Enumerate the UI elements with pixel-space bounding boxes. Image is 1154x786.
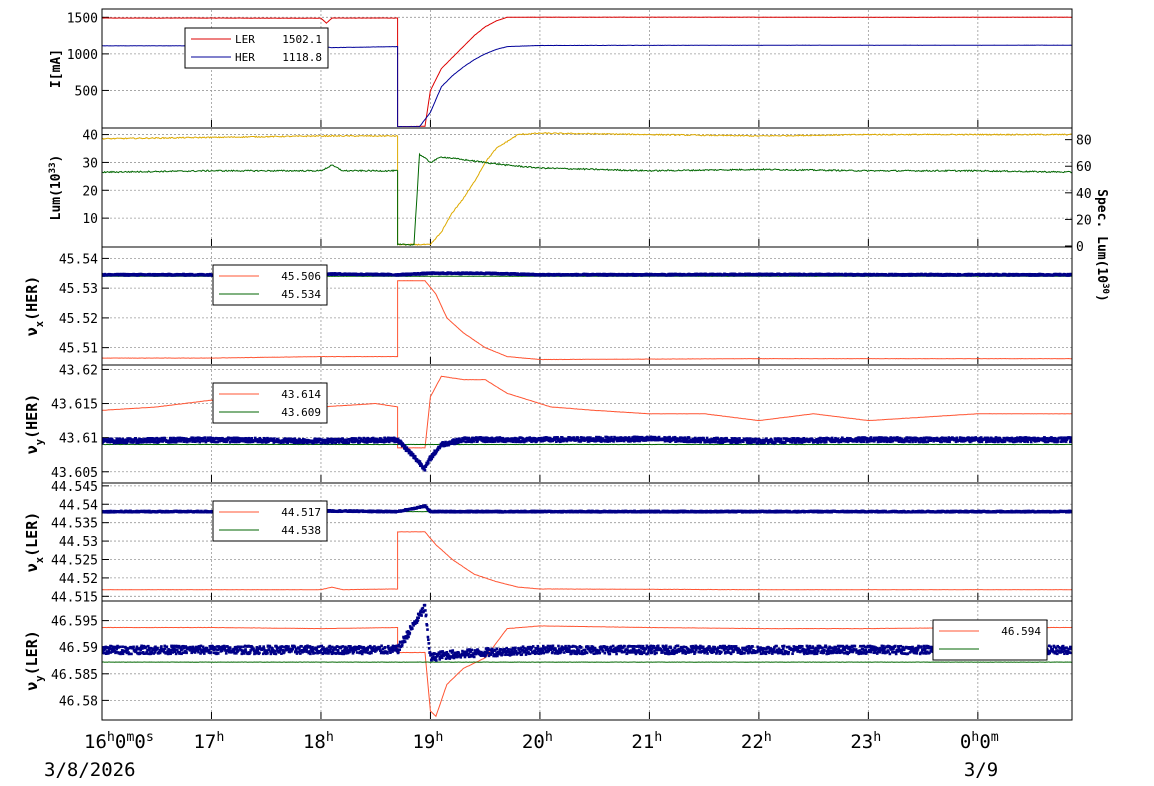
panel-current: 500 1000 1500 LER 1502.1 HER 1118.8 I[mA]: [49, 9, 1072, 128]
series-line: [102, 133, 1072, 246]
y-tick-label: 40: [82, 129, 98, 144]
y2-tick-label: 0: [1076, 240, 1084, 255]
legend: 43.614 43.609: [213, 383, 327, 423]
y-tick-label: 43.605: [51, 466, 98, 481]
y-tick-label: 43.62: [59, 363, 98, 378]
data-point: [1057, 440, 1060, 443]
y-tick-label: 45.54: [59, 252, 98, 267]
y-tick-label: 500: [75, 84, 98, 99]
legend-value: 1502.1: [282, 33, 322, 46]
legend-label: LER: [235, 33, 255, 46]
data-point: [324, 442, 327, 445]
legend-value: 45.506: [281, 270, 321, 283]
legend-label: HER: [235, 51, 255, 64]
data-point: [780, 437, 783, 440]
legend-value: 43.609: [281, 406, 321, 419]
y-tick-label: 44.54: [59, 498, 98, 513]
series-dots: [101, 435, 1073, 471]
data-point: [610, 436, 613, 439]
y2-axis-label: Spec. Lum(1030): [1094, 189, 1110, 302]
panel-nuy_her: 43.605 43.61 43.615 43.62 43.614 43.609 νy(HER…: [23, 363, 1073, 483]
legend: LER 1502.1 HER 1118.8: [185, 28, 328, 68]
legend-value: 43.614: [281, 388, 321, 401]
y-tick-label: 43.615: [51, 398, 98, 413]
y-tick-label: 44.515: [51, 590, 98, 605]
data-point: [891, 440, 894, 443]
legend-value: 45.534: [281, 288, 321, 301]
y2-tick-label: 80: [1076, 134, 1092, 149]
data-point: [427, 462, 430, 465]
y-tick-label: 45.52: [59, 312, 98, 327]
y-tick-label: 20: [82, 184, 98, 199]
y-tick-label: 1500: [67, 11, 98, 26]
y-axis-label: I[mA]: [49, 49, 64, 88]
data-point: [870, 436, 873, 439]
series-group: [102, 133, 1072, 246]
series-line: [102, 154, 1072, 245]
y-tick-label: 45.51: [59, 342, 98, 357]
y-tick-label: 44.53: [59, 535, 98, 550]
panel-frame: [102, 128, 1072, 247]
legend-value: 1118.8: [282, 51, 322, 64]
y-tick-label: 44.535: [51, 517, 98, 532]
data-point: [414, 455, 417, 458]
data-point: [1027, 441, 1030, 444]
y-tick-label: 44.525: [51, 553, 98, 568]
y-tick-label: 43.61: [59, 432, 98, 447]
y-tick-label: 44.545: [51, 480, 98, 495]
legend: 45.506 45.534: [213, 265, 327, 305]
y2-tick-label: 40: [1076, 187, 1092, 202]
y-tick-label: 44.52: [59, 572, 98, 587]
y-tick-label: 10: [82, 212, 98, 227]
y2-tick-label: 60: [1076, 160, 1092, 175]
y-tick-label: 30: [82, 156, 98, 171]
data-point: [825, 441, 828, 444]
data-point: [863, 440, 866, 443]
y-axis-label: νx(HER): [23, 276, 46, 337]
y-axis-label: νy(HER): [23, 394, 46, 455]
data-point: [198, 441, 201, 444]
y-tick-label: 45.53: [59, 282, 98, 297]
panel-nux_her: 45.51 45.52 45.53 45.54 45.506 45.534 νx(HER): [23, 247, 1073, 365]
data-point: [347, 441, 350, 444]
panel-nux_ler: 44.51544.5244.52544.5344.53544.5444.5454…: [23, 480, 1073, 605]
y2-tick-label: 20: [1076, 213, 1092, 228]
data-point: [424, 469, 427, 472]
data-point: [755, 438, 758, 441]
data-point: [738, 437, 741, 440]
y-axis-label: Lum(1033): [48, 155, 64, 221]
y-tick-label: 1000: [67, 48, 98, 63]
